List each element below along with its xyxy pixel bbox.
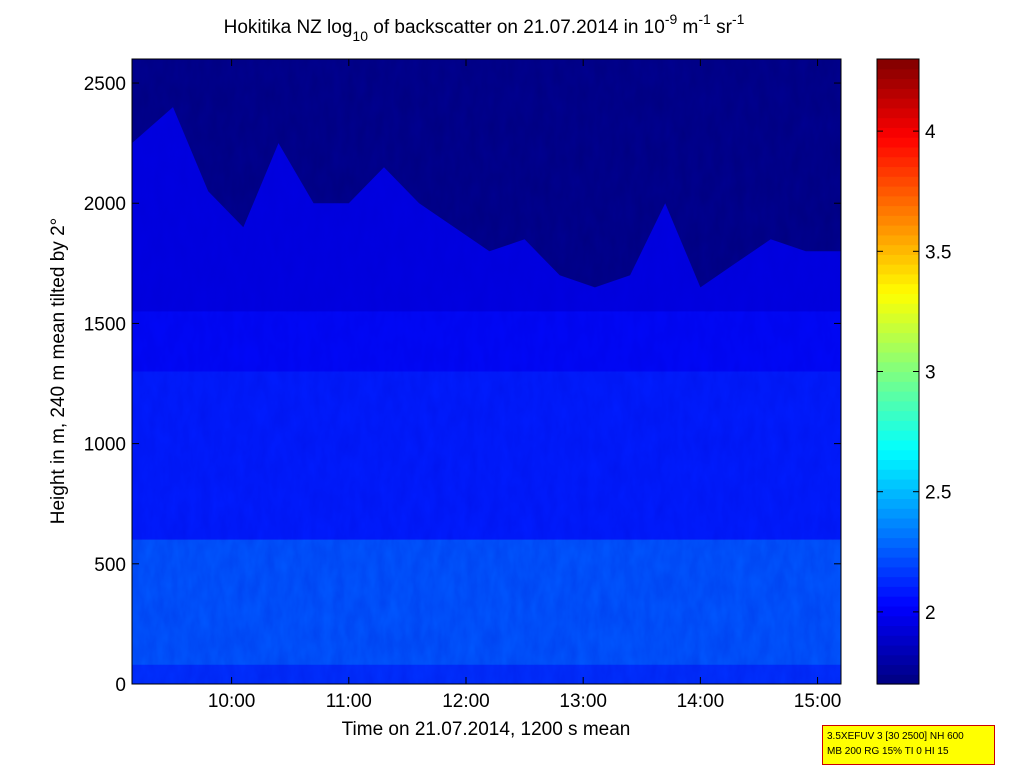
colorbar-band — [877, 664, 919, 675]
colorbar-band — [877, 176, 919, 187]
colorbar-band — [877, 478, 919, 490]
colorbar-band — [877, 439, 919, 451]
colorbar-band — [877, 68, 919, 80]
colorbar-band — [877, 205, 919, 216]
y-tick-label: 1000 — [84, 435, 126, 456]
plot-frame — [131, 58, 842, 685]
x-tick-label: 14:00 — [677, 691, 725, 712]
colorbar-band — [877, 78, 919, 89]
colorbar-band — [877, 576, 919, 587]
colorbar-band — [877, 88, 919, 99]
colorbar-band — [877, 508, 919, 519]
x-tick-label: 10:00 — [208, 691, 256, 712]
colorbar-band — [877, 293, 919, 304]
y-tick-label: 1500 — [84, 314, 126, 335]
colorbar-band — [877, 59, 919, 70]
colorbar-band — [877, 312, 919, 324]
colorbar-band — [877, 371, 919, 382]
colorbar-band — [877, 234, 919, 246]
colorbar-band — [877, 381, 919, 392]
colorbar-band — [877, 107, 919, 119]
colorbar-band — [877, 225, 919, 236]
colorbar-band — [877, 615, 919, 627]
colorbar-band — [877, 254, 919, 265]
colorbar-band — [877, 596, 919, 607]
colorbar-band — [877, 517, 919, 529]
colorbar-tick-label: 4 — [925, 122, 936, 143]
colorbar-band — [877, 332, 919, 343]
colorbar-band — [877, 644, 919, 656]
x-tick-label: 15:00 — [794, 691, 842, 712]
colorbar-band — [877, 185, 919, 197]
colorbar-band — [877, 166, 919, 177]
colorbar-band — [877, 449, 919, 460]
colorbar-band — [877, 391, 919, 402]
colorbar-band — [877, 547, 919, 558]
colorbar-tick-label: 2 — [925, 603, 936, 624]
colorbar-band — [877, 98, 919, 109]
colorbar-band — [877, 264, 919, 275]
colorbar-band — [877, 557, 919, 568]
colorbar-band — [877, 117, 919, 128]
colorbar-band — [877, 469, 919, 480]
colorbar: 2 2.5 3 3.5 4 — [876, 58, 951, 685]
colorbar-band — [877, 625, 919, 636]
colorbar-band — [877, 605, 919, 617]
colorbar-band — [877, 273, 919, 285]
colorbar-band — [877, 146, 919, 158]
colorbar-band — [877, 156, 919, 168]
colorbar-band — [877, 351, 919, 363]
y-tick-label: 0 — [115, 675, 126, 696]
colorbar-tick-label: 3 — [925, 363, 936, 384]
heatmap-texture — [132, 59, 841, 684]
y-axis-label: Height in m, 240 m mean tilted by 2° — [48, 218, 69, 524]
colorbar-band — [877, 498, 919, 509]
x-axis-label: Time on 21.07.2014, 1200 s mean — [342, 719, 631, 740]
colorbar-band — [877, 410, 919, 421]
colorbar-band — [877, 361, 919, 373]
colorbar-band — [877, 459, 919, 470]
chart-title: Hokitika NZ log10 of backscatter on 21.0… — [224, 11, 745, 44]
info-line-1: 3.5XEFUV 3 [30 2500] NH 600 — [827, 731, 964, 742]
colorbar-band — [877, 420, 919, 431]
colorbar-band — [877, 654, 919, 666]
colorbar-band — [877, 430, 919, 441]
colorbar-band — [877, 527, 919, 539]
colorbar-ticks: 2 2.5 3 3.5 4 — [877, 122, 951, 624]
colorbar-band — [877, 537, 919, 548]
heatmap-plot — [132, 59, 841, 684]
colorbar-band — [877, 342, 919, 353]
colorbar-band — [877, 137, 919, 148]
y-tick-label: 500 — [94, 555, 126, 576]
colorbar-band — [877, 283, 919, 294]
info-line-2: MB 200 RG 15% TI 0 HI 15 — [827, 746, 949, 757]
colorbar-band — [877, 635, 919, 646]
colorbar-band — [877, 400, 919, 412]
colorbar-band — [877, 566, 919, 578]
colorbar-bands — [877, 59, 919, 685]
x-tick-label: 12:00 — [442, 691, 490, 712]
colorbar-band — [877, 586, 919, 597]
colorbar-band — [877, 303, 919, 314]
processing-info-box: 3.5XEFUV 3 [30 2500] NH 600 MB 200 RG 15… — [822, 725, 995, 765]
x-tick-label: 11:00 — [326, 691, 372, 712]
y-tick-label: 2500 — [84, 74, 126, 95]
colorbar-band — [877, 195, 919, 207]
colorbar-tick-label: 3.5 — [925, 242, 951, 263]
colorbar-band — [877, 322, 919, 334]
x-axis: 10:00 11:00 12:00 13:00 14:00 15:00 — [208, 59, 841, 712]
colorbar-band — [877, 127, 919, 138]
x-tick-label: 13:00 — [559, 691, 607, 712]
colorbar-tick-label: 2.5 — [925, 483, 951, 504]
colorbar-band — [877, 674, 919, 685]
colorbar-band — [877, 215, 919, 226]
y-axis: 0 500 1000 1500 2000 2500 — [84, 74, 841, 696]
y-tick-label: 2000 — [84, 194, 126, 215]
colorbar-band — [877, 244, 919, 255]
colorbar-band — [877, 488, 919, 500]
